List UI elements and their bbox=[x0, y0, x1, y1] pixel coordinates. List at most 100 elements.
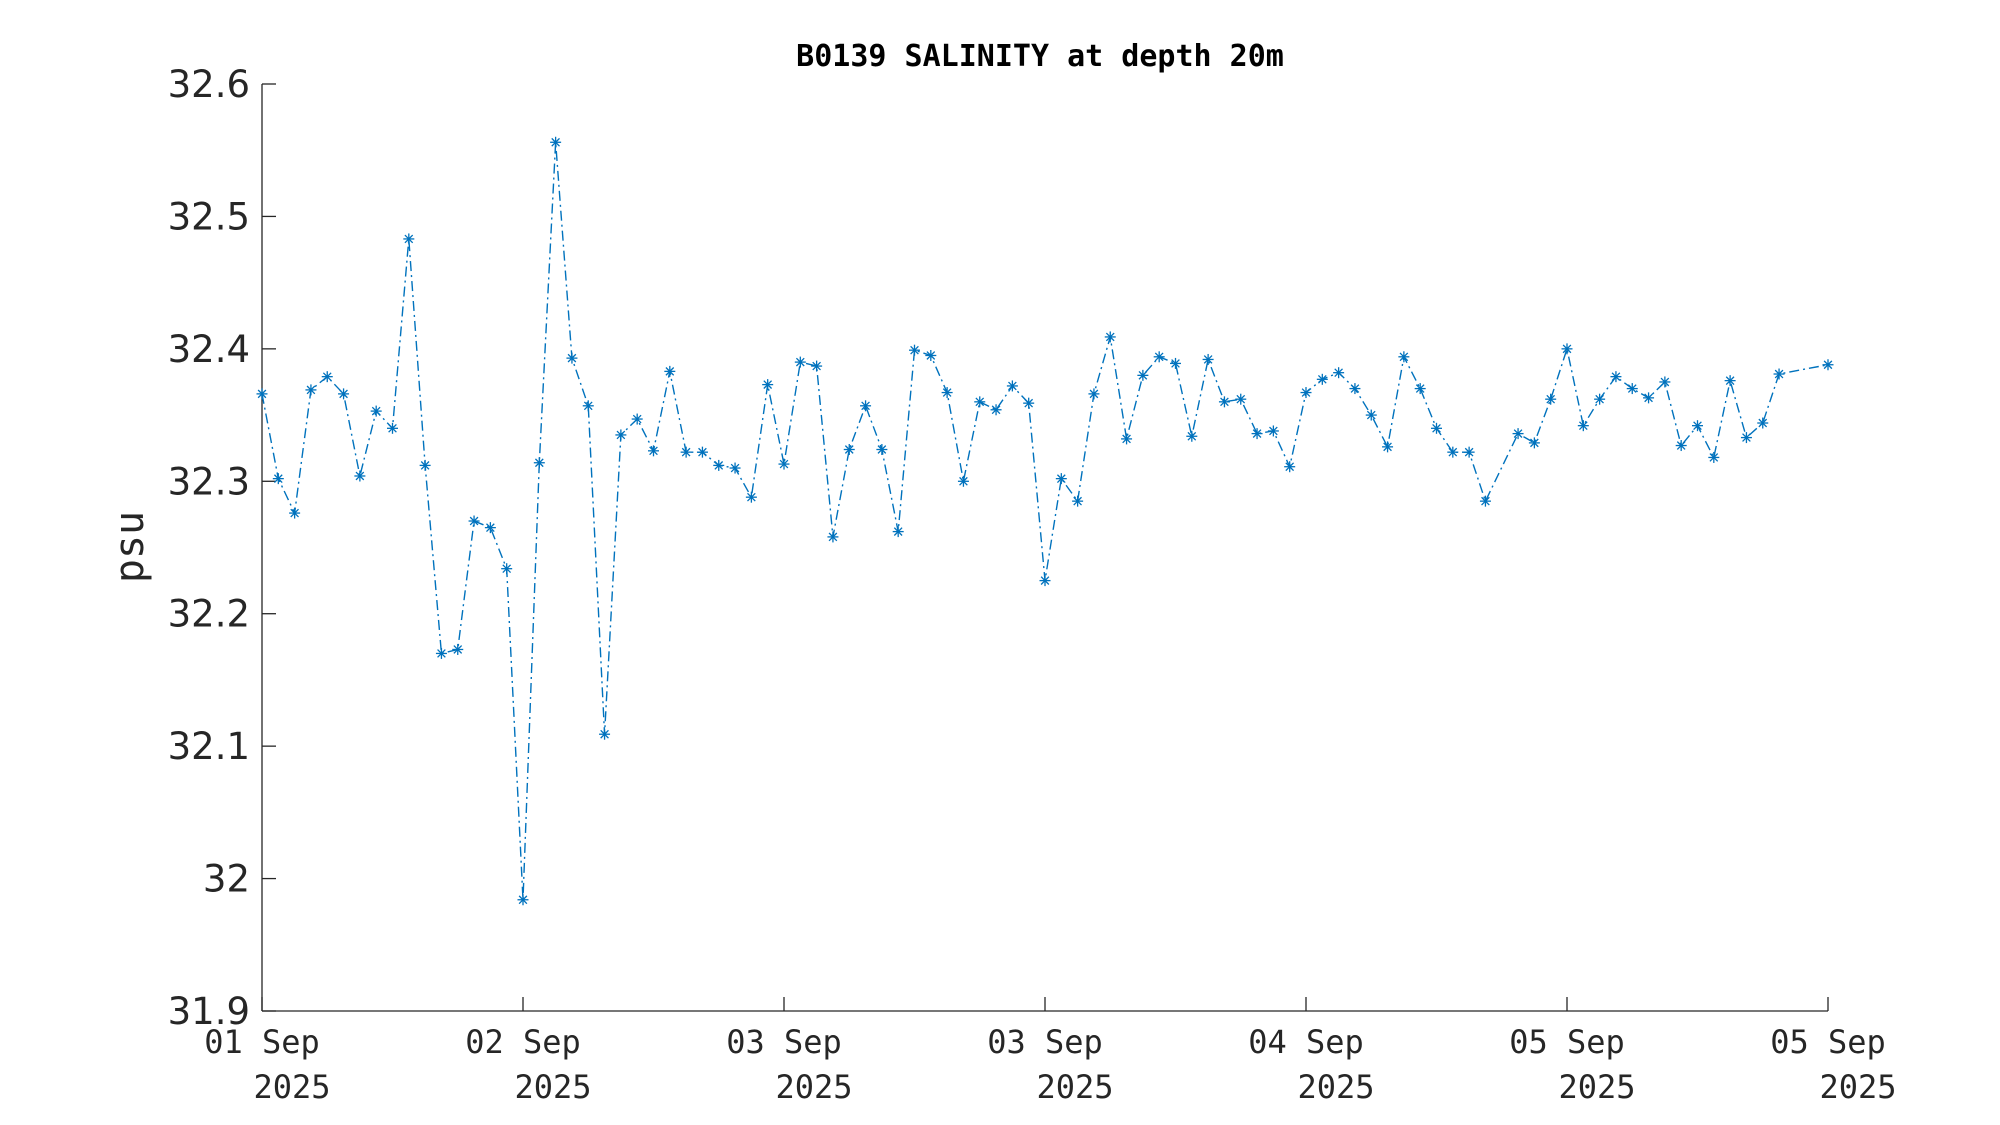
data-point-marker bbox=[1153, 351, 1165, 363]
data-point-marker bbox=[1006, 380, 1018, 392]
data-point-marker bbox=[811, 360, 823, 372]
data-point-marker bbox=[1463, 446, 1475, 458]
x-tick-label-year: 2025 bbox=[1819, 1068, 1896, 1106]
data-point-marker bbox=[566, 352, 578, 364]
data-point-marker bbox=[1055, 473, 1067, 485]
data-point-marker bbox=[1267, 425, 1279, 437]
data-point-marker bbox=[1300, 387, 1312, 399]
data-point-marker bbox=[338, 388, 350, 400]
data-point-marker bbox=[1398, 351, 1410, 363]
data-point-marker bbox=[892, 526, 904, 538]
x-tick-label-year: 2025 bbox=[1558, 1068, 1635, 1106]
data-point-marker bbox=[1447, 446, 1459, 458]
data-point-marker bbox=[419, 459, 431, 471]
x-tick-label-date: 03 Sep bbox=[726, 1023, 842, 1061]
data-point-marker bbox=[876, 444, 888, 456]
data-point-marker bbox=[1643, 392, 1655, 404]
x-tick-label-date: 04 Sep bbox=[1248, 1023, 1364, 1061]
data-point-marker bbox=[860, 400, 872, 412]
data-point-marker bbox=[1512, 428, 1524, 440]
data-point-marker bbox=[1235, 393, 1247, 405]
data-point-marker bbox=[713, 459, 725, 471]
data-point-marker bbox=[1594, 393, 1606, 405]
data-point-marker bbox=[435, 647, 447, 659]
data-point-marker bbox=[778, 458, 790, 470]
data-point-marker bbox=[1822, 359, 1834, 371]
x-tick-label-year: 2025 bbox=[1297, 1068, 1374, 1106]
plot-area bbox=[256, 136, 1834, 906]
data-point-marker bbox=[1365, 409, 1377, 421]
data-point-marker bbox=[452, 643, 464, 655]
y-tick-label: 31.9 bbox=[168, 990, 250, 1033]
x-tick-label-year: 2025 bbox=[253, 1068, 330, 1106]
data-point-marker bbox=[1186, 430, 1198, 442]
data-point-marker bbox=[354, 470, 366, 482]
data-point-marker bbox=[501, 563, 513, 575]
data-point-marker bbox=[1023, 397, 1035, 409]
data-point-marker bbox=[1626, 383, 1638, 395]
data-point-marker bbox=[843, 444, 855, 456]
x-tick-label-date: 03 Sep bbox=[987, 1023, 1103, 1061]
data-point-marker bbox=[1218, 396, 1230, 408]
data-point-marker bbox=[1333, 367, 1345, 379]
data-point-marker bbox=[1202, 353, 1214, 365]
y-tick-label: 32.2 bbox=[168, 593, 250, 636]
data-point-marker bbox=[827, 531, 839, 543]
data-point-marker bbox=[1104, 331, 1116, 343]
data-point-marker bbox=[387, 422, 398, 434]
data-point-marker bbox=[289, 507, 301, 519]
data-point-marker bbox=[468, 515, 480, 527]
data-point-marker bbox=[1316, 373, 1328, 385]
data-point-marker bbox=[1284, 461, 1296, 473]
y-tick-label: 32.1 bbox=[168, 725, 250, 768]
x-tick-label-date: 05 Sep bbox=[1509, 1023, 1625, 1061]
data-point-marker bbox=[957, 475, 969, 487]
data-point-marker bbox=[321, 371, 333, 383]
data-point-marker bbox=[305, 384, 317, 396]
data-point-marker bbox=[1773, 368, 1785, 380]
data-point-marker bbox=[582, 400, 594, 412]
data-point-marker bbox=[1740, 432, 1752, 444]
x-tick-label-year: 2025 bbox=[1036, 1068, 1113, 1106]
data-point-marker bbox=[272, 473, 284, 485]
x-tick-label-year: 2025 bbox=[775, 1068, 852, 1106]
data-point-marker bbox=[403, 233, 415, 245]
y-tick-label: 32.4 bbox=[168, 328, 250, 371]
data-point-marker bbox=[729, 462, 741, 474]
data-point-marker bbox=[1170, 357, 1181, 369]
y-tick-label: 32.5 bbox=[168, 195, 250, 238]
data-point-marker bbox=[664, 365, 676, 377]
data-point-marker bbox=[1610, 371, 1622, 383]
data-point-marker bbox=[794, 356, 806, 368]
data-point-marker bbox=[1692, 420, 1703, 432]
data-point-marker bbox=[1545, 393, 1557, 405]
data-point-marker bbox=[1137, 369, 1149, 381]
data-point-marker bbox=[648, 445, 659, 457]
data-point-marker bbox=[696, 446, 708, 458]
data-point-marker bbox=[533, 457, 545, 469]
data-point-marker bbox=[599, 728, 611, 740]
data-point-marker bbox=[1528, 437, 1540, 449]
data-point-marker bbox=[974, 396, 986, 408]
x-ticks: 01 Sep 2025 02 Sep 2025 03 Sep 2025 03 Sep 2025… bbox=[204, 997, 1897, 1106]
data-point-marker bbox=[941, 387, 953, 399]
data-point-marker bbox=[1088, 388, 1100, 400]
data-point-marker bbox=[1251, 428, 1263, 440]
data-point-marker bbox=[517, 894, 529, 906]
data-point-marker bbox=[484, 522, 496, 534]
data-point-marker bbox=[680, 446, 692, 458]
data-point-marker bbox=[1039, 575, 1051, 587]
data-point-marker bbox=[1561, 343, 1573, 355]
y-tick-label: 32.6 bbox=[168, 63, 250, 106]
x-tick-label-date: 05 Sep bbox=[1770, 1023, 1886, 1061]
data-point-marker bbox=[1659, 376, 1671, 388]
data-point-marker bbox=[1382, 441, 1394, 453]
data-point-marker bbox=[1708, 451, 1720, 463]
axes bbox=[261, 84, 1828, 1012]
data-point-marker bbox=[615, 429, 627, 441]
data-point-marker bbox=[1479, 495, 1491, 507]
data-point-marker bbox=[762, 379, 774, 391]
data-point-marker bbox=[1121, 433, 1133, 445]
data-point-marker bbox=[1072, 495, 1084, 507]
